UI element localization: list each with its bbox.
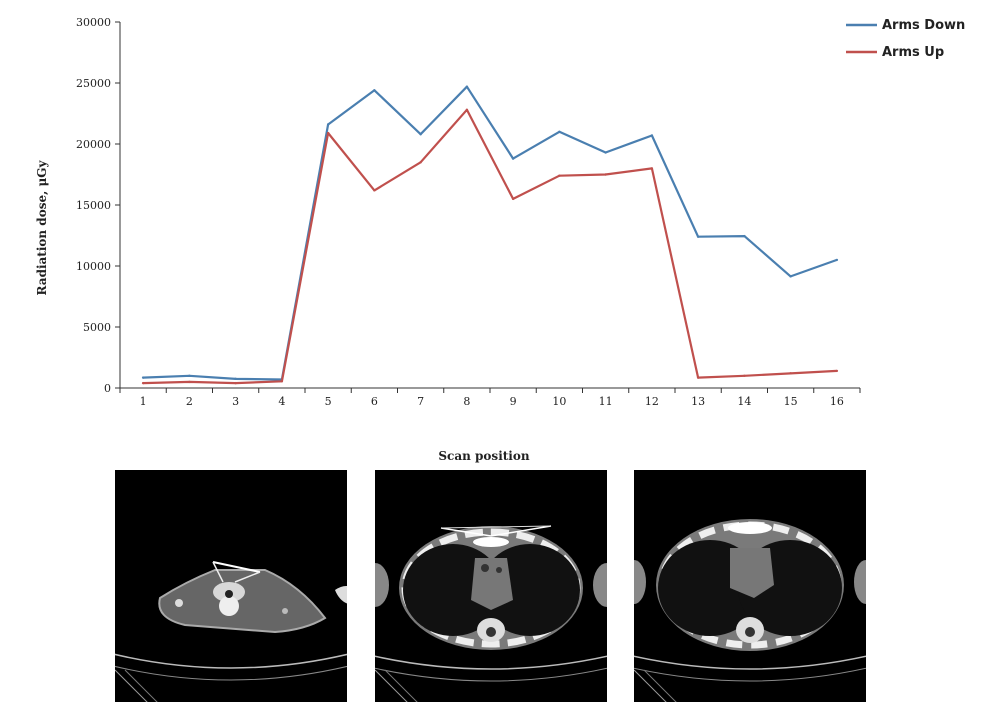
data-point-arms-down: [511, 157, 515, 160]
series-line-arms-up: [143, 108, 837, 385]
data-point-arms-down: [419, 133, 422, 136]
chart-series: [141, 85, 839, 385]
data-point-arms-up: [280, 380, 284, 383]
x-tick-label: 3: [232, 395, 239, 408]
y-tick-label: 25000: [76, 77, 111, 90]
x-tick-label: 14: [737, 395, 751, 408]
data-point-arms-down: [188, 374, 191, 377]
x-tick-label: 7: [417, 395, 424, 408]
ct-scan-upper-chest-image: [375, 470, 607, 702]
data-point-arms-down: [650, 134, 654, 137]
x-tick-label: 10: [552, 395, 566, 408]
data-point-arms-down: [234, 377, 237, 381]
data-point-arms-up: [419, 161, 422, 164]
data-point-arms-up: [465, 108, 469, 112]
x-tick-label: 11: [599, 395, 613, 408]
data-point-arms-down: [326, 123, 330, 126]
data-point-arms-up: [835, 369, 839, 373]
y-tick-label: 5000: [83, 321, 111, 334]
data-point-arms-up: [604, 173, 607, 176]
x-tick-label: 4: [278, 395, 285, 408]
data-point-arms-down: [558, 130, 561, 133]
y-tick-label: 20000: [76, 138, 111, 151]
x-tick-label: 15: [784, 395, 798, 408]
x-tick-label: 9: [510, 395, 517, 408]
data-point-arms-up: [743, 374, 746, 377]
data-point-arms-up: [326, 131, 330, 135]
y-tick-label: 15000: [76, 199, 111, 212]
x-axis-title: Scan position: [438, 449, 529, 463]
series-line-arms-down: [143, 85, 838, 381]
data-point-arms-down: [696, 235, 700, 238]
y-tick-label: 0: [104, 382, 111, 395]
x-tick-label: 16: [830, 395, 844, 408]
data-point-arms-up: [234, 381, 237, 385]
legend-label-arms-up: Arms Up: [882, 45, 944, 60]
x-tick-label: 8: [463, 395, 470, 408]
data-point-arms-down: [141, 376, 145, 379]
y-tick-label: 10000: [76, 260, 111, 273]
data-point-arms-down: [835, 258, 839, 262]
legend-label-arms-down: Arms Down: [882, 18, 965, 33]
data-point-arms-up: [650, 167, 654, 170]
y-tick-label: 30000: [76, 16, 111, 29]
data-point-arms-down: [465, 85, 469, 88]
data-point-arms-up: [141, 381, 145, 385]
data-point-arms-up: [188, 380, 191, 384]
data-point-arms-up: [789, 372, 792, 375]
data-point-arms-down: [604, 151, 607, 154]
x-tick-label: 12: [645, 395, 659, 408]
data-point-arms-up: [511, 197, 515, 201]
chart-legend: Arms Down Arms Up: [846, 18, 965, 60]
x-tick-label: 2: [186, 395, 193, 408]
x-tick-label: 13: [691, 395, 705, 408]
data-point-arms-down: [373, 89, 376, 92]
x-tick-label: 6: [371, 395, 378, 408]
data-point-arms-down: [789, 275, 792, 278]
data-point-arms-up: [558, 174, 561, 177]
ct-scan-chest-image: [634, 470, 866, 702]
ct-scan-neck-image: [115, 470, 347, 702]
x-tick-label: 1: [140, 395, 147, 408]
y-axis-title: Radiation dose, μGy: [35, 160, 49, 296]
data-point-arms-down: [743, 234, 746, 238]
x-tick-label: 5: [325, 395, 332, 408]
data-point-arms-up: [373, 189, 376, 192]
data-point-arms-up: [696, 376, 700, 379]
